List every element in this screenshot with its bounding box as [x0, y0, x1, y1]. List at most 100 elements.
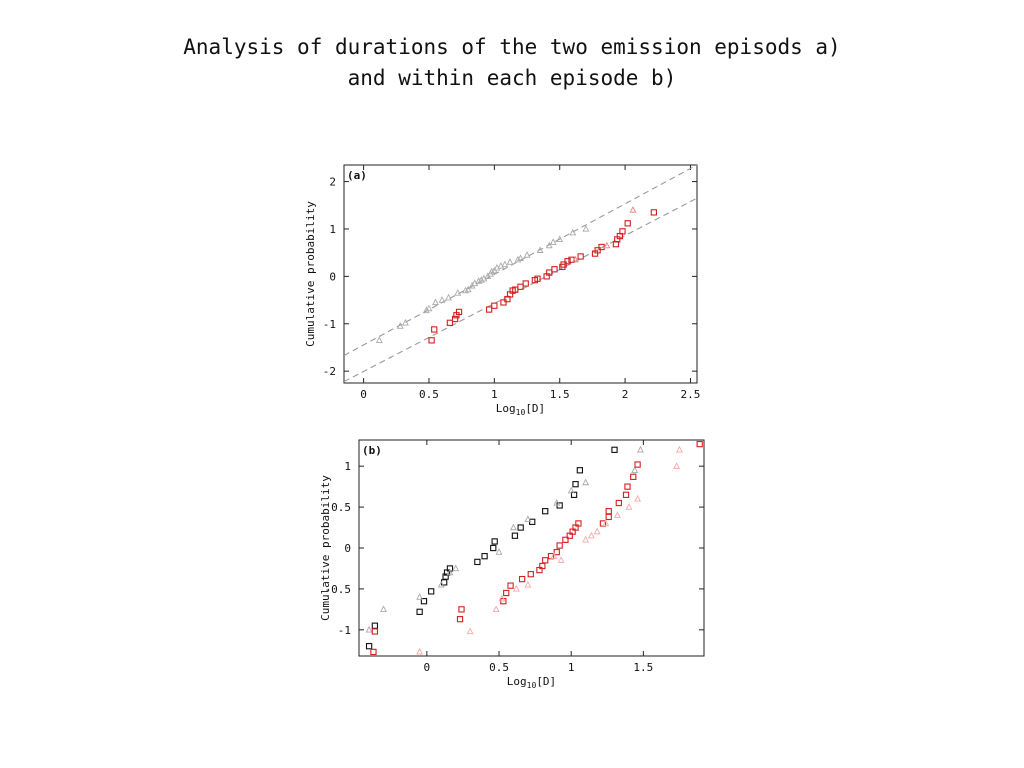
data-point-triangle [549, 238, 557, 245]
panel-label: (b) [362, 444, 382, 457]
panel-label: (a) [347, 169, 367, 182]
y-tick-label: 0 [344, 542, 351, 555]
data-point-square [428, 337, 435, 344]
data-point-triangle [557, 556, 565, 563]
data-point-triangle [545, 241, 553, 249]
data-point-square [542, 508, 549, 515]
data-point-square [371, 628, 379, 635]
data-point-triangle [550, 552, 558, 559]
data-point-square [605, 508, 612, 515]
x-tick-label: 2.5 [681, 388, 701, 401]
data-point-triangle [567, 486, 575, 494]
data-point-triangle [501, 260, 509, 268]
data-point-triangle [464, 285, 472, 293]
data-point-square [560, 261, 567, 268]
x-tick-label: 1.5 [633, 661, 653, 674]
data-point-square [546, 269, 553, 276]
data-point-triangle [380, 605, 387, 613]
data-point-triangle [402, 318, 409, 326]
data-point-triangle [488, 267, 496, 275]
data-point-square [619, 228, 626, 235]
data-point-triangle [582, 535, 590, 543]
data-point-square [518, 575, 526, 583]
y-tick-label: 1 [329, 223, 336, 236]
x-tick-label: 0 [360, 388, 367, 401]
data-point-square [455, 308, 463, 316]
data-point-square [420, 598, 428, 605]
data-point-triangle [416, 647, 424, 655]
y-axis-label: Cumulative probability [319, 475, 332, 621]
data-point-square [622, 491, 630, 498]
data-point-triangle [587, 531, 595, 539]
reference-line [344, 197, 697, 383]
data-point-triangle [462, 286, 470, 294]
data-point-square [474, 558, 481, 566]
data-point-triangle [416, 593, 424, 600]
data-point-square [491, 302, 498, 309]
data-point-triangle [514, 255, 522, 263]
data-point-square [696, 440, 703, 448]
data-point-triangle [446, 568, 454, 576]
data-point-square [458, 606, 465, 613]
data-point-square [611, 446, 618, 453]
data-point-triangle [536, 246, 544, 253]
data-point-triangle [517, 254, 524, 262]
data-point-triangle [553, 499, 561, 506]
x-tick-label: 1 [568, 661, 575, 674]
data-point-triangle [492, 605, 500, 613]
data-point-square [594, 247, 601, 254]
data-point-triangle [629, 206, 637, 213]
data-point-square [490, 544, 497, 552]
y-tick-label: -0.5 [325, 583, 352, 596]
data-point-square [551, 266, 558, 273]
data-point-square [624, 220, 631, 227]
data-point-triangle [510, 523, 517, 531]
data-point-triangle [625, 503, 633, 510]
data-point-triangle [637, 445, 644, 453]
y-tick-label: 2 [329, 176, 336, 189]
data-point-triangle [445, 293, 453, 301]
data-point-square [624, 483, 631, 490]
y-tick-label: -2 [323, 365, 336, 378]
plot-area [344, 165, 697, 383]
data-point-square [371, 622, 379, 629]
data-point-triangle [676, 445, 683, 453]
data-point-triangle [556, 235, 564, 243]
data-point-triangle [524, 580, 532, 588]
data-point-square [500, 299, 507, 306]
data-point-triangle [425, 304, 433, 312]
data-point-triangle [475, 277, 483, 284]
x-tick-label: 0 [424, 661, 431, 674]
x-tick-label: 1 [491, 388, 498, 401]
data-point-square [576, 467, 584, 474]
data-point-triangle [422, 306, 430, 314]
data-point-triangle [506, 258, 514, 265]
data-point-square [615, 499, 622, 507]
data-point-square [442, 573, 449, 580]
data-point-triangle [571, 255, 579, 263]
data-point-square [365, 643, 373, 650]
plot-area [365, 440, 703, 656]
data-point-triangle [432, 298, 439, 306]
data-point-square [564, 258, 571, 265]
data-point-square [485, 306, 493, 313]
plot-frame [358, 439, 705, 657]
x-axis-label: Log10[D] [507, 675, 556, 690]
data-point-square [451, 315, 459, 323]
data-point-triangle [396, 322, 404, 329]
data-point-square [370, 648, 377, 656]
data-point-triangle [498, 594, 506, 602]
data-point-triangle [613, 511, 621, 518]
data-point-square [503, 589, 510, 597]
data-point-square [634, 461, 641, 468]
data-point-square [570, 491, 578, 498]
x-tick-label: 1.5 [550, 388, 570, 401]
data-point-triangle [631, 466, 639, 473]
data-point-triangle [582, 225, 590, 232]
data-point-square [572, 481, 579, 488]
data-point-square [562, 536, 569, 543]
data-point-triangle [365, 625, 373, 633]
data-point-square [542, 557, 549, 564]
data-point-triangle [512, 584, 520, 592]
